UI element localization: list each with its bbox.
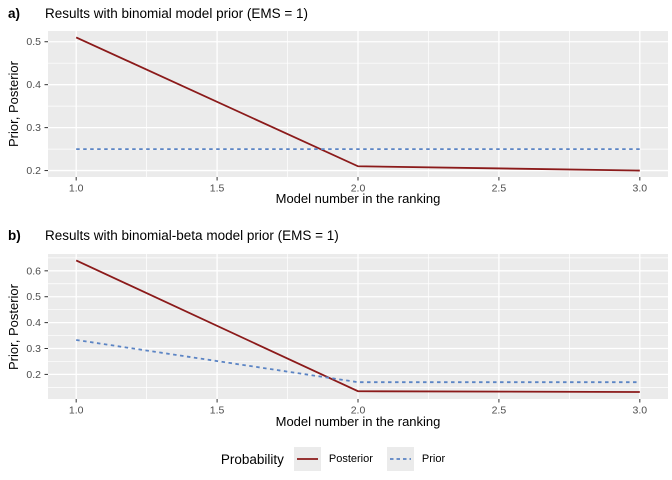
- panel-b-x-axis-label: Model number in the ranking: [275, 414, 441, 429]
- svg-text:0.3: 0.3: [26, 343, 41, 355]
- svg-text:1.5: 1.5: [210, 183, 225, 195]
- panel-a-tag: a): [8, 6, 21, 21]
- panel-b-tag: b): [8, 228, 21, 243]
- svg-text:0.6: 0.6: [26, 265, 41, 277]
- panel-a-x-axis-label: Model number in the ranking: [275, 191, 441, 206]
- posterior-line-key-icon: [293, 447, 321, 471]
- panel-a-plot: 1.0 1.5 2.0 2.5 3.0 0.2 0.3 0.4 0.5: [26, 31, 668, 195]
- svg-text:3.0: 3.0: [633, 405, 648, 417]
- panel-b-title: Results with binomial-beta model prior (…: [45, 228, 339, 243]
- svg-text:0.3: 0.3: [26, 122, 41, 134]
- svg-text:0.5: 0.5: [26, 36, 41, 48]
- legend-label-posterior: Posterior: [328, 453, 373, 465]
- panel-b-posterior-line: [75, 259, 640, 393]
- svg-text:1.0: 1.0: [69, 183, 84, 195]
- panel-a-y-axis-label: Prior, Posterior: [6, 61, 21, 147]
- prior-line-key-icon: [386, 447, 414, 471]
- svg-text:1.5: 1.5: [210, 405, 225, 417]
- svg-text:1.0: 1.0: [69, 405, 84, 417]
- svg-text:2.5: 2.5: [492, 183, 507, 195]
- svg-text:0.4: 0.4: [26, 317, 41, 329]
- svg-text:0.2: 0.2: [26, 369, 41, 381]
- svg-text:3.0: 3.0: [633, 183, 648, 195]
- svg-text:2.5: 2.5: [492, 405, 507, 417]
- svg-text:0.2: 0.2: [26, 165, 41, 177]
- panel-b-y-axis-label: Prior, Posterior: [6, 284, 21, 370]
- svg-text:2.0: 2.0: [351, 183, 366, 195]
- legend-title: Probability: [220, 451, 284, 467]
- panel-a-title: Results with binomial model prior (EMS =…: [45, 6, 308, 21]
- legend-label-prior: Prior: [421, 453, 446, 465]
- legend: Probability Posterior Prior: [0, 444, 672, 474]
- panel-b-plot: 1.0 1.5 2.0 2.5 3.0 0.2 0.3 0.4 0.5 0.6: [26, 254, 668, 417]
- svg-text:0.4: 0.4: [26, 79, 41, 91]
- svg-text:2.0: 2.0: [351, 405, 366, 417]
- panel-a-posterior-line: [75, 36, 640, 172]
- svg-text:0.5: 0.5: [26, 291, 41, 303]
